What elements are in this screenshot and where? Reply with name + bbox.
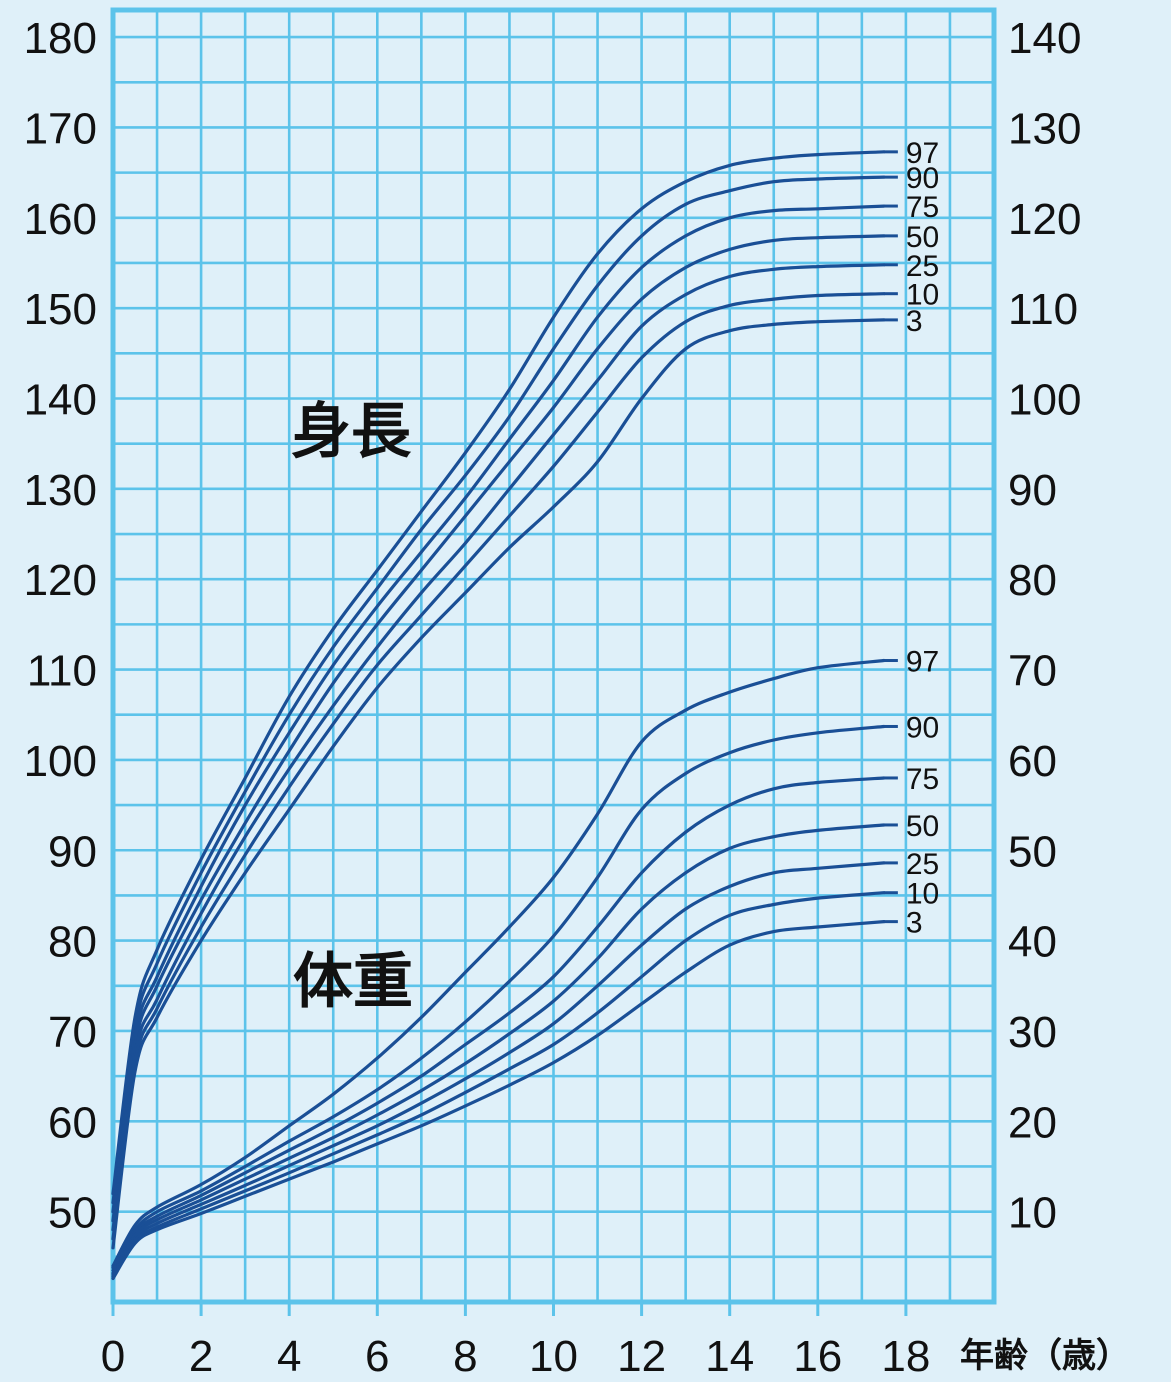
y-right-tick-label: 60 bbox=[1008, 737, 1057, 786]
weight-curve-p90 bbox=[111, 724, 886, 1270]
y-right-tick-label: 90 bbox=[1008, 466, 1057, 515]
y-left-tick-label: 170 bbox=[24, 104, 97, 153]
y-right-tick-label: 100 bbox=[1008, 376, 1081, 425]
x-tick-label: 10 bbox=[529, 1332, 578, 1381]
x-tick-label: 4 bbox=[277, 1332, 301, 1381]
height-percentile-label: 3 bbox=[906, 305, 923, 338]
weight-percentile-label: 75 bbox=[906, 763, 939, 796]
height-curve-p25 bbox=[111, 263, 886, 1232]
x-axis-label: 年齢（歳） bbox=[960, 1336, 1130, 1376]
weight-curve-p10 bbox=[111, 891, 886, 1279]
y-left-tick-label: 110 bbox=[27, 647, 97, 696]
height-title: 身長 bbox=[291, 397, 412, 467]
weight-curve-p50 bbox=[111, 823, 886, 1275]
y-right-tick-label: 30 bbox=[1008, 1008, 1057, 1057]
y-left-tick-label: 150 bbox=[24, 285, 97, 334]
y-left-tick-label: 70 bbox=[48, 1008, 97, 1057]
x-tick-label: 2 bbox=[189, 1332, 213, 1381]
height-percentile-label: 90 bbox=[906, 162, 939, 195]
y-right-tick-label: 110 bbox=[1008, 285, 1078, 334]
y-left-tick-label: 80 bbox=[48, 918, 97, 967]
height-percentile-label: 25 bbox=[906, 250, 939, 283]
x-tick-label: 8 bbox=[453, 1332, 477, 1381]
y-right-tick-label: 50 bbox=[1008, 827, 1057, 876]
weight-percentile-label: 25 bbox=[906, 848, 939, 881]
weight-title: 体重 bbox=[293, 947, 413, 1017]
weight-curve-p97 bbox=[111, 658, 886, 1268]
y-right-tick-label: 80 bbox=[1008, 556, 1057, 605]
weight-percentile-label: 50 bbox=[906, 810, 939, 843]
x-tick-label: 14 bbox=[705, 1332, 754, 1381]
y-right-tick-label: 130 bbox=[1008, 104, 1081, 153]
weight-percentile-label: 10 bbox=[906, 878, 939, 911]
y-left-tick-label: 60 bbox=[48, 1098, 97, 1147]
height-curve-p10 bbox=[111, 292, 886, 1241]
weight-curve-p75 bbox=[111, 776, 886, 1272]
x-tick-label: 6 bbox=[365, 1332, 389, 1381]
weight-curve-p3 bbox=[111, 920, 886, 1281]
x-tick-label: 16 bbox=[793, 1332, 842, 1381]
y-left-tick-label: 50 bbox=[48, 1189, 97, 1238]
weight-curve-p25 bbox=[111, 861, 886, 1277]
height-percentile-label: 10 bbox=[906, 279, 939, 312]
height-percentile-label: 97 bbox=[906, 137, 939, 170]
x-tick-label: 18 bbox=[881, 1332, 930, 1381]
height-curve-p75 bbox=[111, 204, 886, 1214]
height-percentile-label: 50 bbox=[906, 221, 939, 254]
y-left-tick-label: 90 bbox=[48, 827, 97, 876]
height-curve-p50 bbox=[111, 234, 886, 1223]
y-right-tick-label: 20 bbox=[1008, 1098, 1057, 1147]
y-right-tick-label: 120 bbox=[1008, 195, 1081, 244]
y-left-tick-label: 100 bbox=[24, 737, 97, 786]
height-curve-p97 bbox=[111, 150, 886, 1196]
y-right-tick-label: 140 bbox=[1008, 14, 1081, 63]
height-curve-p3 bbox=[111, 318, 886, 1250]
y-left-tick-label: 180 bbox=[24, 14, 97, 63]
y-right-tick-label: 70 bbox=[1008, 647, 1057, 696]
height-curve-p90 bbox=[111, 175, 886, 1205]
y-left-tick-label: 120 bbox=[24, 556, 97, 605]
labels: 9790755025103979075502510350607080901001… bbox=[24, 14, 1130, 1381]
y-left-tick-label: 130 bbox=[24, 466, 97, 515]
y-right-tick-label: 10 bbox=[1008, 1189, 1057, 1238]
x-tick-label: 12 bbox=[617, 1332, 666, 1381]
weight-percentile-label: 3 bbox=[906, 907, 923, 940]
weight-percentile-label: 90 bbox=[906, 711, 939, 744]
y-left-tick-label: 140 bbox=[24, 376, 97, 425]
x-tick-label: 0 bbox=[101, 1332, 125, 1381]
y-left-tick-label: 160 bbox=[24, 195, 97, 244]
grid bbox=[110, 7, 997, 1316]
y-right-tick-label: 40 bbox=[1008, 918, 1057, 967]
curves bbox=[111, 150, 898, 1281]
height-percentile-label: 75 bbox=[906, 191, 939, 224]
weight-percentile-label: 97 bbox=[906, 646, 939, 679]
